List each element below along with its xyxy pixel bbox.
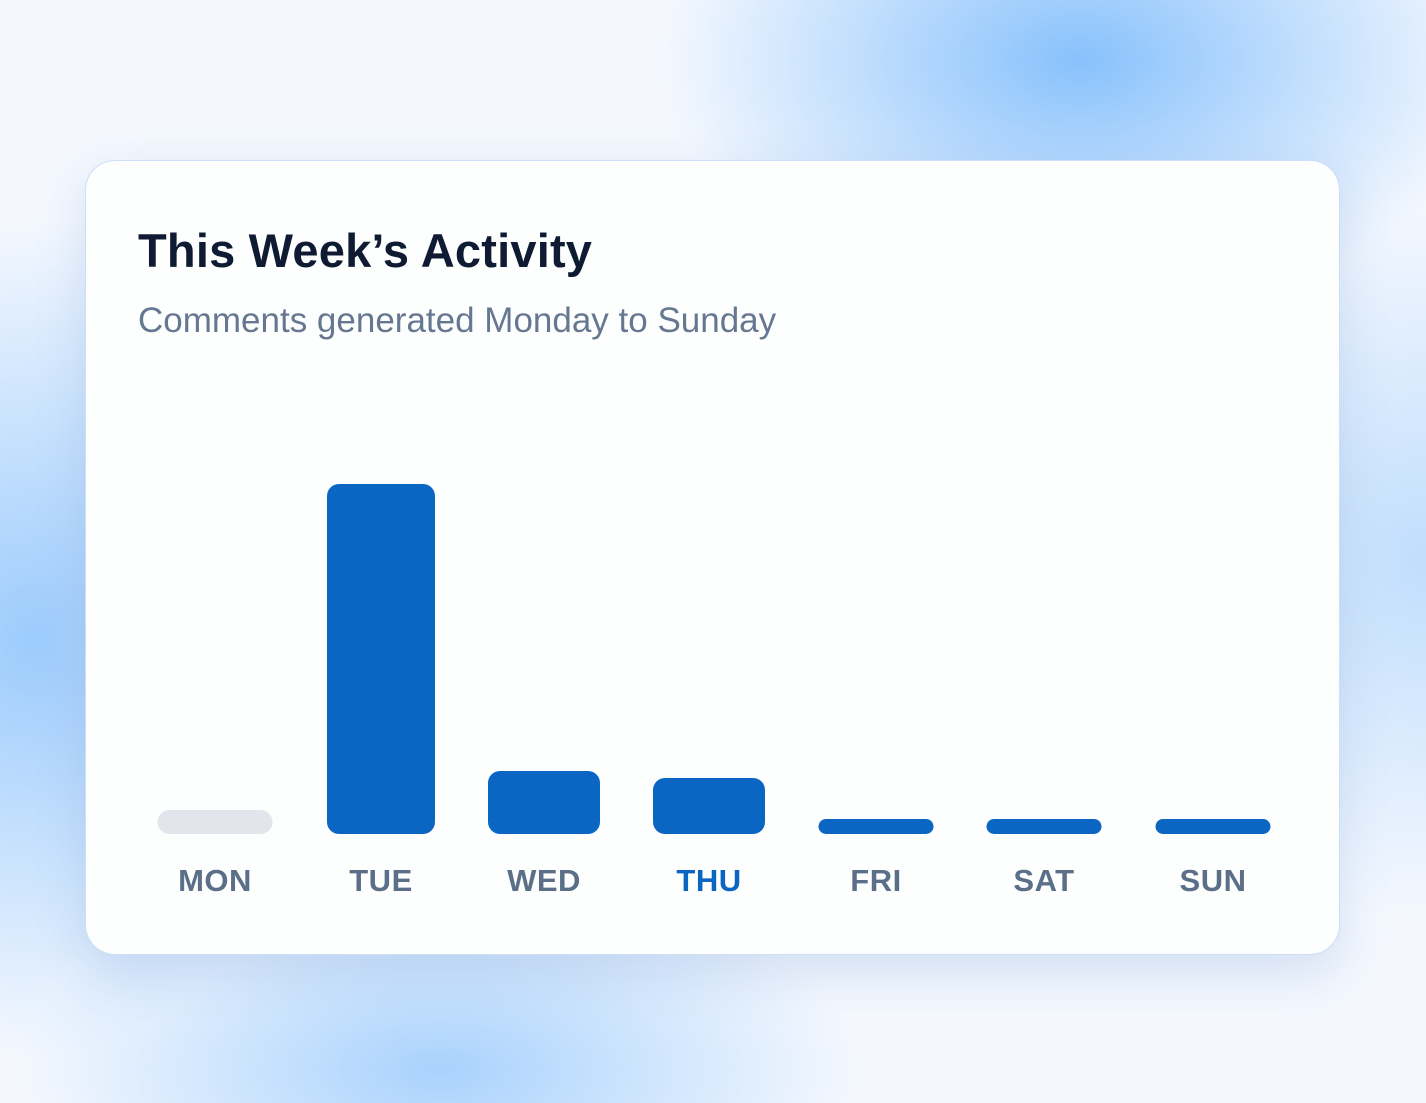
day-label-thu: THU	[676, 863, 741, 898]
weekly-activity-bar-chart: MON TUE WED THU FRI SAT SUN	[157, 484, 1271, 898]
bar-mon	[157, 810, 273, 834]
card-subtitle: Comments generated Monday to Sunday	[138, 301, 777, 340]
day-label-sun: SUN	[1180, 863, 1247, 898]
card-title: This Week’s Activity	[138, 224, 593, 277]
day-label-fri: FRI	[850, 863, 901, 898]
bar-sat	[986, 819, 1102, 834]
day-label-tue: TUE	[349, 863, 413, 898]
day-label-sat: SAT	[1013, 863, 1074, 898]
day-label-mon: MON	[178, 863, 252, 898]
bar-wed	[488, 771, 600, 834]
day-label-wed: WED	[507, 863, 581, 898]
bar-fri	[818, 819, 934, 834]
bar-thu	[653, 778, 765, 834]
bar-sun	[1155, 819, 1271, 834]
activity-card: This Week’s Activity Comments generated …	[85, 160, 1340, 955]
bar-tue	[327, 484, 435, 834]
